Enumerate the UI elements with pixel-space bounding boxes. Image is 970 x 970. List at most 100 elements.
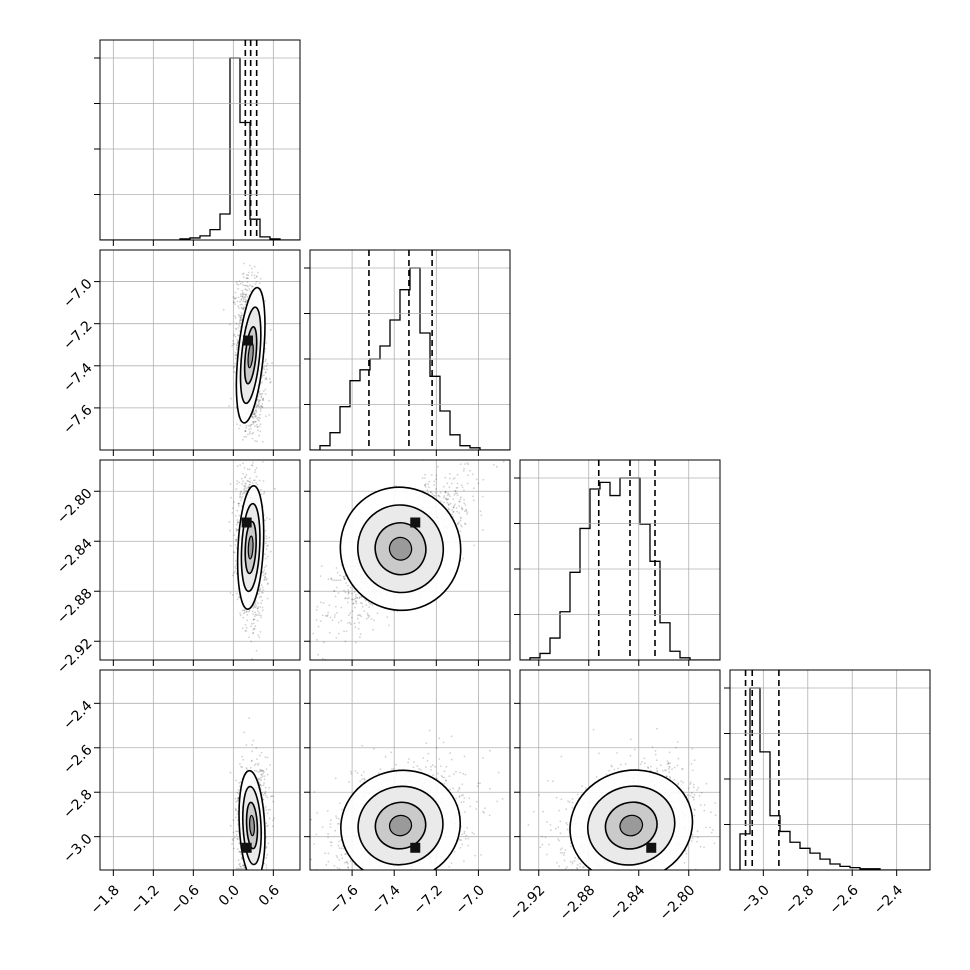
scatter-point [235,328,238,331]
scatter-point [347,593,350,595]
scatter-point [244,294,247,296]
scatter-point [264,529,267,532]
scatter-point [266,583,269,585]
scatter-point [264,378,267,381]
scatter-point [244,483,247,485]
scatter-point [253,412,256,415]
panel-content [228,460,276,660]
scatter-point [453,494,456,496]
scatter-point [264,576,267,579]
scatter-point [239,495,242,498]
scatter-point [234,317,237,319]
scatter-point [245,277,248,280]
scatter-point [265,542,267,544]
scatter-point [242,612,245,615]
scatter-point [254,625,257,628]
scatter-point [238,280,241,283]
scatter-point [264,573,267,576]
scatter-point [438,494,440,497]
scatter-point [261,381,263,384]
scatter-point [262,398,264,400]
scatter-point [238,427,240,430]
scatter-point [255,405,258,408]
scatter-point [243,467,246,469]
scatter-point [254,469,257,471]
scatter-point [251,433,254,435]
scatter-point [254,603,257,605]
scatter-point [365,617,368,620]
scatter-point [333,579,336,582]
scatter-point [261,461,264,463]
scatter-point [320,620,322,622]
scatter-point [239,612,241,615]
scatter-point [246,285,249,287]
scatter-point [367,616,370,619]
scatter-point [244,300,247,303]
scatter-point [253,627,256,630]
scatter-point [460,484,463,487]
scatter-point [257,606,260,608]
scatter-point [260,616,262,619]
scatter-point [376,612,379,615]
scatter-point [264,572,267,575]
scatter-point [258,419,260,422]
scatter-point [347,591,350,593]
scatter-point [256,619,259,622]
scatter-point [256,404,259,406]
scatter-point [253,421,256,424]
scatter-point [454,503,456,506]
scatter-point [372,628,375,631]
scatter-point [242,473,244,475]
scatter-point [245,274,248,276]
scatter-point [269,381,271,384]
scatter-point [333,590,335,592]
scatter-point [252,607,255,609]
scatter-point [356,617,359,620]
panel-frame [309,459,511,661]
scatter-point [320,565,323,567]
scatter-point [367,614,369,617]
scatter-point [248,432,251,435]
scatter-point [252,622,255,625]
scatter-point [456,486,459,489]
scatter-point [257,416,260,419]
scatter-point [235,539,238,542]
scatter-point [262,390,265,392]
scatter-point [322,602,325,604]
scatter-point [244,623,247,626]
scatter-point [495,465,498,468]
scatter-point [365,599,367,602]
scatter-point [236,529,238,531]
scatter-point [232,301,235,304]
scatter-point [264,470,266,472]
scatter-point [426,489,429,492]
scatter-point [245,294,247,296]
scatter-point [236,519,239,521]
scatter-point [330,577,333,580]
scatter-point [244,298,247,301]
scatter-point [369,603,371,605]
scatter-point [259,423,262,425]
scatter-point [231,512,234,514]
scatter-point [256,426,259,428]
scatter-point [262,571,265,574]
scatter-point [444,491,447,494]
scatter-point [236,344,238,346]
scatter-point [237,334,240,337]
y-tick-label: −7.0 [60,276,95,311]
scatter-point [259,393,261,395]
scatter-point [464,463,466,465]
scatter-point [250,622,253,625]
scatter-point [252,461,255,464]
scatter-point [444,476,447,479]
scatter-point [258,590,261,592]
scatter-point [247,271,250,274]
scatter-point [246,295,249,298]
scatter-point [253,604,256,607]
scatter-point [360,615,363,618]
scatter-point [261,374,264,377]
scatter-point [327,578,330,580]
scatter-point [366,612,369,615]
scatter-point [359,602,362,604]
scatter-point [245,610,248,613]
